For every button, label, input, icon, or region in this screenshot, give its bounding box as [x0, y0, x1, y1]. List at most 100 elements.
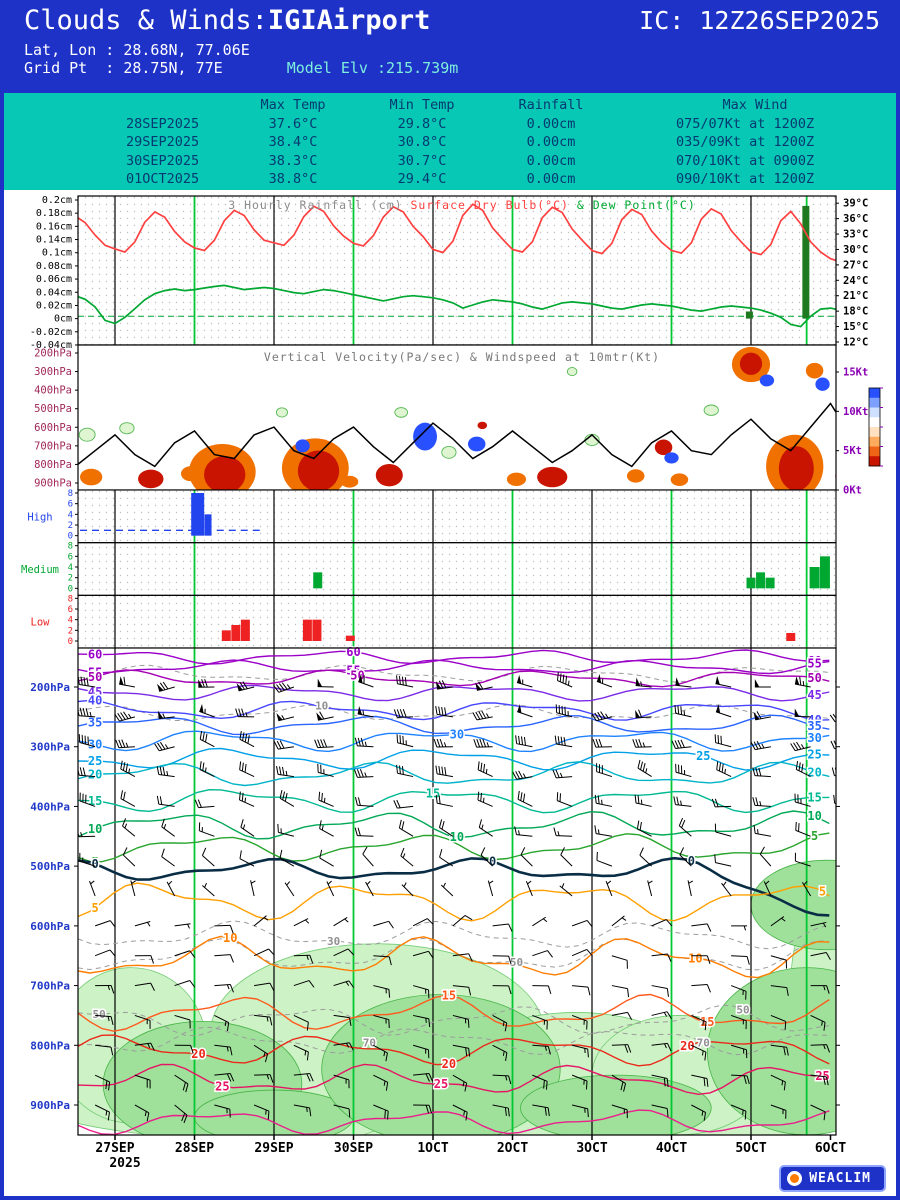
table-cell: 0.00cm — [526, 134, 576, 151]
svg-text:2OCT: 2OCT — [497, 1141, 528, 1156]
svg-text:400hPa: 400hPa — [30, 800, 70, 813]
rh-contour — [78, 664, 830, 683]
svg-text:35: 35 — [807, 719, 821, 733]
svg-text:55: 55 — [346, 664, 360, 678]
svg-text:Vertical Velocity(Pa/sec) & Wi: Vertical Velocity(Pa/sec) & Windspeed at… — [264, 350, 660, 364]
velocity-blob — [394, 407, 409, 418]
svg-text:50: 50 — [88, 670, 102, 684]
table-cell: 38.8°C — [268, 171, 318, 188]
svg-text:2025: 2025 — [109, 1156, 140, 1171]
svg-text:50: 50 — [510, 956, 523, 969]
isotach-line — [78, 832, 830, 863]
svg-text:15: 15 — [426, 786, 440, 800]
svg-text:10: 10 — [807, 809, 821, 823]
svg-text:25: 25 — [215, 1079, 229, 1093]
svg-text:0: 0 — [489, 854, 496, 868]
svg-text:0.14cm: 0.14cm — [36, 235, 72, 246]
svg-text:8: 8 — [68, 594, 73, 604]
cloud-bar — [765, 577, 775, 589]
svg-text:10: 10 — [450, 830, 464, 844]
svg-text:55: 55 — [807, 657, 821, 671]
isotach-line — [78, 856, 830, 917]
cloud-bar — [231, 625, 241, 641]
svg-text:3 Hourly Rainfall (cm) Surface: 3 Hourly Rainfall (cm) Surface Dry Bulb(… — [228, 198, 696, 212]
weaclim-logo[interactable]: WEACLIM — [779, 1165, 886, 1192]
svg-text:15: 15 — [88, 794, 102, 808]
svg-text:0Kt: 0Kt — [843, 485, 862, 497]
svg-text:0.08cm: 0.08cm — [36, 261, 72, 272]
svg-text:800hPa: 800hPa — [34, 459, 72, 471]
svg-text:20: 20 — [807, 766, 821, 780]
svg-text:200hPa: 200hPa — [30, 681, 70, 694]
svg-text:8: 8 — [68, 542, 73, 552]
model-elev-label: Model Elv :215.739m — [286, 59, 459, 77]
isotach-line — [78, 659, 830, 675]
cloud-bar — [809, 567, 820, 589]
grid-pt-label: Grid Pt : 28.75N, 77E — [24, 59, 223, 77]
table-row: 30SEP2025 38.3°C 30.7°C 0.00cm 070/10Kt at 0… — [4, 152, 896, 171]
svg-text:60: 60 — [346, 645, 360, 659]
cloud-bar — [191, 493, 205, 536]
isotach-line — [78, 810, 830, 840]
svg-text:30: 30 — [450, 728, 464, 742]
svg-text:5Kt: 5Kt — [843, 445, 862, 457]
svg-text:300hPa: 300hPa — [34, 366, 72, 378]
svg-text:10Kt: 10Kt — [843, 406, 868, 418]
svg-text:0.06cm: 0.06cm — [36, 274, 72, 285]
svg-text:4: 4 — [68, 510, 73, 520]
svg-text:25: 25 — [696, 749, 710, 763]
cloud-bar — [302, 619, 312, 641]
isotach-line — [78, 730, 830, 753]
velocity-blob — [204, 456, 246, 490]
title-station: IGIAirport — [267, 5, 431, 36]
cloud-bar — [786, 633, 796, 641]
svg-text:60: 60 — [807, 654, 821, 668]
svg-text:0.04cm: 0.04cm — [36, 287, 72, 298]
isotach-line — [78, 714, 830, 736]
table-cell: 01OCT2025 — [126, 171, 200, 188]
table-cell: 38.4°C — [268, 134, 318, 151]
wind-barbs — [78, 672, 836, 1124]
svg-text:5: 5 — [819, 884, 826, 898]
velocity-blob — [654, 439, 673, 456]
isotach-line — [78, 649, 830, 665]
table-cell: 0.00cm — [526, 171, 576, 188]
table-cell: 29.8°C — [397, 115, 447, 132]
svg-text:40: 40 — [88, 694, 102, 708]
svg-text:27SEP: 27SEP — [95, 1141, 134, 1156]
rh-contour — [78, 1004, 830, 1037]
svg-text:0.2cm: 0.2cm — [42, 195, 72, 206]
svg-text:700hPa: 700hPa — [30, 980, 70, 993]
table-header-cell: Max Wind — [722, 97, 788, 114]
svg-text:Medium: Medium — [21, 564, 59, 576]
svg-text:12°C: 12°C — [843, 336, 868, 348]
svg-text:600hPa: 600hPa — [34, 422, 72, 434]
svg-text:0.1cm: 0.1cm — [42, 248, 72, 259]
svg-text:4: 4 — [68, 616, 73, 626]
svg-text:50: 50 — [736, 1004, 749, 1017]
velocity-blob — [441, 445, 457, 459]
isotach-line — [78, 699, 830, 721]
velocity-blob — [375, 464, 403, 487]
svg-text:0.18cm: 0.18cm — [36, 208, 72, 219]
rain-bar — [802, 205, 810, 319]
cloud-bar — [204, 514, 212, 536]
svg-text:900hPa: 900hPa — [30, 1099, 70, 1112]
velocity-blob — [275, 407, 288, 418]
isotach-line — [78, 1034, 830, 1067]
isotach-line — [78, 684, 830, 702]
velocity-blob — [119, 422, 135, 435]
table-cell: 090/10Kt at 1200Z — [676, 171, 815, 188]
svg-text:700hPa: 700hPa — [34, 440, 72, 452]
svg-text:2: 2 — [68, 626, 73, 636]
velocity-blob — [664, 452, 679, 464]
svg-text:10: 10 — [88, 822, 102, 836]
velocity-blob — [759, 374, 775, 387]
forecast-summary-table: Max Temp Min Temp Rainfall Max Wind 28SEP202… — [4, 93, 896, 190]
svg-text:30°C: 30°C — [843, 244, 868, 256]
velocity-blob — [805, 362, 824, 379]
page-title: Clouds & Winds:IGIAirport — [24, 5, 430, 36]
table-cell: 30SEP2025 — [126, 152, 200, 169]
